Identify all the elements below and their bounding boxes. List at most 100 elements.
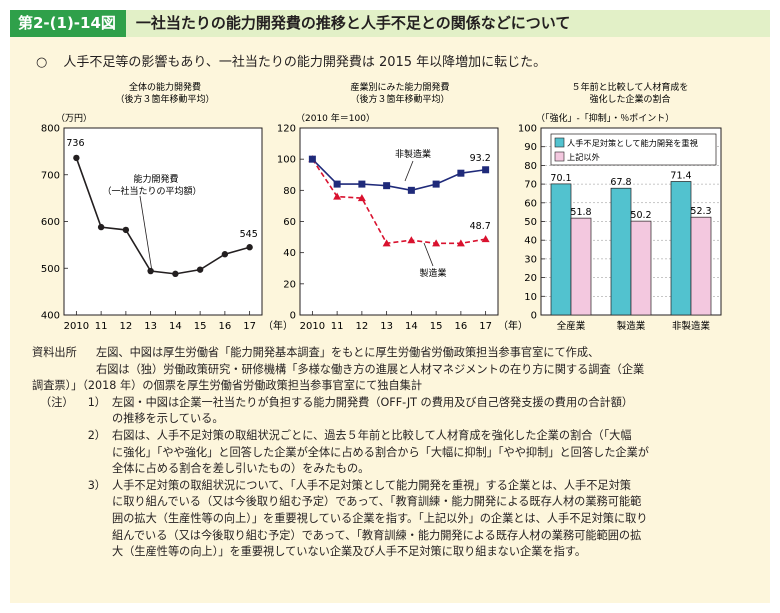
x-category-label: 全産業 (557, 320, 586, 332)
legend-box (550, 133, 717, 166)
data-point (147, 267, 154, 275)
x-tick-label: 2010 (300, 321, 325, 332)
middle-leader-nonmanu (404, 160, 414, 182)
data-point-manufacturing (407, 236, 416, 244)
y-tick-label: 40 (283, 248, 296, 259)
right-ylabel: （「強化」-「抑制」・％ポイント） (536, 112, 674, 124)
y-tick-label: 30 (524, 254, 537, 265)
lead-sentence: ○ 人手不足等の影響もあり、一社当たりの能力開発費は 2015 年以降増加に転じた… (36, 51, 546, 70)
note-item-3: 3） 人手不足対策の取組状況について、「人手不足対策として能力開発を重視」する企… (32, 478, 752, 561)
y-tick-label: 0 (531, 311, 537, 322)
x-tick-label: 12 (356, 321, 369, 332)
data-point-nonmanufacturing (308, 155, 316, 163)
x-tick-label: 13 (380, 321, 393, 332)
source-note: 資料出所 左図、中図は厚生労働省「能力開発基本調査」をもとに厚生労働省労働政策担… (32, 345, 752, 378)
middle-chart-subtitle: （後方３箇年移動平均） (350, 93, 449, 105)
left-annotation-line2: （一社当たりの平均額） (102, 185, 201, 197)
data-point (122, 226, 130, 234)
y-tick-label: 100 (277, 155, 296, 166)
y-tick-label: 500 (41, 264, 60, 275)
x-tick-label: 16 (219, 321, 232, 332)
data-point (97, 223, 105, 231)
note-line: に取り組んでいる（又は今後取り組む予定）であって、「教育訓練・能力開発による既存… (112, 495, 642, 509)
y-tick-label: 600 (41, 217, 60, 228)
note-line: 右図は、人手不足対策の取組状況ごとに、過去５年前と比較して人材育成を強化した企業… (112, 428, 632, 442)
x-tick-label: 15 (430, 321, 443, 332)
charts-area: 全体の能力開発費 （後方３箇年移動平均） （万円） （年） 能力開発費 （一社当… (41, 81, 722, 332)
bar-value-label: 71.4 (670, 170, 691, 181)
note-line: に強化」「やや強化」と回答した企業が全体に占める割合から「大幅に抑制」「やや抑制… (112, 445, 649, 459)
note-line: 左図・中図は企業一社当たりが負担する能力開発費（OFF-JT の費用及び自己啓発… (112, 395, 634, 409)
y-tick-label: 400 (41, 311, 60, 322)
left-chart-subtitle: （後方３箇年移動平均） (115, 93, 214, 105)
x-tick-label: 2010 (64, 321, 89, 332)
data-point-manufacturing (481, 235, 490, 243)
y-tick-label: 60 (283, 217, 296, 228)
data-point (172, 270, 179, 278)
source-label: 資料出所 (32, 346, 77, 359)
y-tick-label: 80 (524, 161, 537, 172)
data-point-manufacturing (432, 239, 441, 247)
y-tick-label: 50 (524, 217, 537, 228)
y-tick-label: 100 (518, 124, 537, 135)
bar-other (630, 220, 652, 316)
y-tick-label: 60 (524, 198, 537, 209)
x-tick-label: 17 (479, 321, 492, 332)
middle-chart-title: 産業別にみた能力開発費 (350, 81, 449, 93)
bullet-circle: ○ (36, 55, 48, 70)
data-point-manufacturing (333, 192, 342, 200)
data-label-last: 545 (240, 229, 258, 240)
x-tick-label: 14 (169, 321, 182, 332)
y-tick-label: 800 (41, 124, 60, 135)
x-tick-label: 13 (144, 321, 157, 332)
note-number: 2） (87, 428, 106, 442)
figure-title: 一社当たりの能力開発費の推移と人手不足との関係などについて (125, 10, 770, 37)
middle-ylabel: （2010 年＝100） (296, 112, 375, 124)
chart-left: 全体の能力開発費 （後方３箇年移動平均） （万円） （年） 能力開発費 （一社当… (41, 81, 293, 332)
note-line: の推移を示している。 (112, 412, 224, 426)
note-item-2: 2） 右図は、人手不足対策の取組状況ごとに、過去５年前と比較して人材育成を強化し… (32, 428, 752, 478)
series-line-manufacturing (311, 158, 486, 245)
x-tick-label: 17 (243, 321, 256, 332)
middle-series-label-nonmanu: 非製造業 (395, 148, 431, 160)
data-label-manufacturing: 48.7 (470, 221, 491, 232)
right-legend: 人手不足対策として能力開発を重視 上記以外 (550, 133, 717, 166)
data-point (73, 154, 80, 162)
data-point-nonmanufacturing (457, 169, 465, 177)
figure-number: 第2-(1)-14図 (10, 10, 126, 37)
annotation-leader (139, 195, 153, 270)
right-chart-subtitle: 強化した企業の割合 (589, 93, 670, 105)
legend-swatch-other (554, 151, 565, 162)
bar-emphasis (610, 187, 632, 316)
note-number: 1） (87, 395, 106, 409)
middle-xlabel: （年） (498, 319, 528, 332)
x-tick-label: 15 (194, 321, 207, 332)
legend-label-emphasis: 人手不足対策として能力開発を重視 (567, 138, 698, 148)
y-tick-label: 120 (277, 124, 296, 135)
bar-emphasis (550, 183, 572, 316)
data-point-nonmanufacturing (432, 180, 440, 188)
legend-label-other: 上記以外 (567, 152, 600, 162)
x-tick-label: 11 (95, 321, 108, 332)
note-line: 全体に占める割合を差し引いたもの）をみたもの。 (112, 462, 370, 476)
bar-other (690, 216, 712, 316)
note-line: 囲の拡大（生産性等の向上）」を重要視している企業を指す。「上記以外」の企業とは、… (112, 511, 648, 525)
x-tick-label: 14 (405, 321, 418, 332)
y-tick-label: 0 (290, 311, 296, 322)
data-point-nonmanufacturing (407, 186, 415, 194)
bar-value-label: 51.8 (570, 207, 591, 218)
source-line: 右図は（独）労働政策研究・研修機構「多様な働き方の進展と人材マネジメントの在り方… (96, 362, 645, 376)
middle-plot-area (299, 127, 499, 316)
series-line-capability-cost (75, 157, 250, 275)
data-point (196, 266, 204, 273)
data-point-manufacturing (382, 239, 391, 247)
bar-value-label: 67.8 (610, 177, 631, 188)
x-tick-label: 11 (331, 321, 344, 332)
figure-header: 第2-(1)-14図 一社当たりの能力開発費の推移と人手不足との関係などについて (10, 10, 770, 37)
data-point-manufacturing (456, 239, 465, 247)
chart-middle: 産業別にみた能力開発費 （後方３箇年移動平均） （2010 年＝100） （年）… (277, 81, 528, 332)
data-point-nonmanufacturing (358, 180, 366, 188)
data-point-nonmanufacturing (333, 180, 341, 188)
source-line: 調査票）」（2018 年）の個票を厚生労働省労働政策担当参事官室にて独自集計 (32, 379, 423, 393)
source-line: 左図、中図は厚生労働省「能力開発基本調査」をもとに厚生労働省労働政策担当参事官室… (96, 346, 600, 359)
